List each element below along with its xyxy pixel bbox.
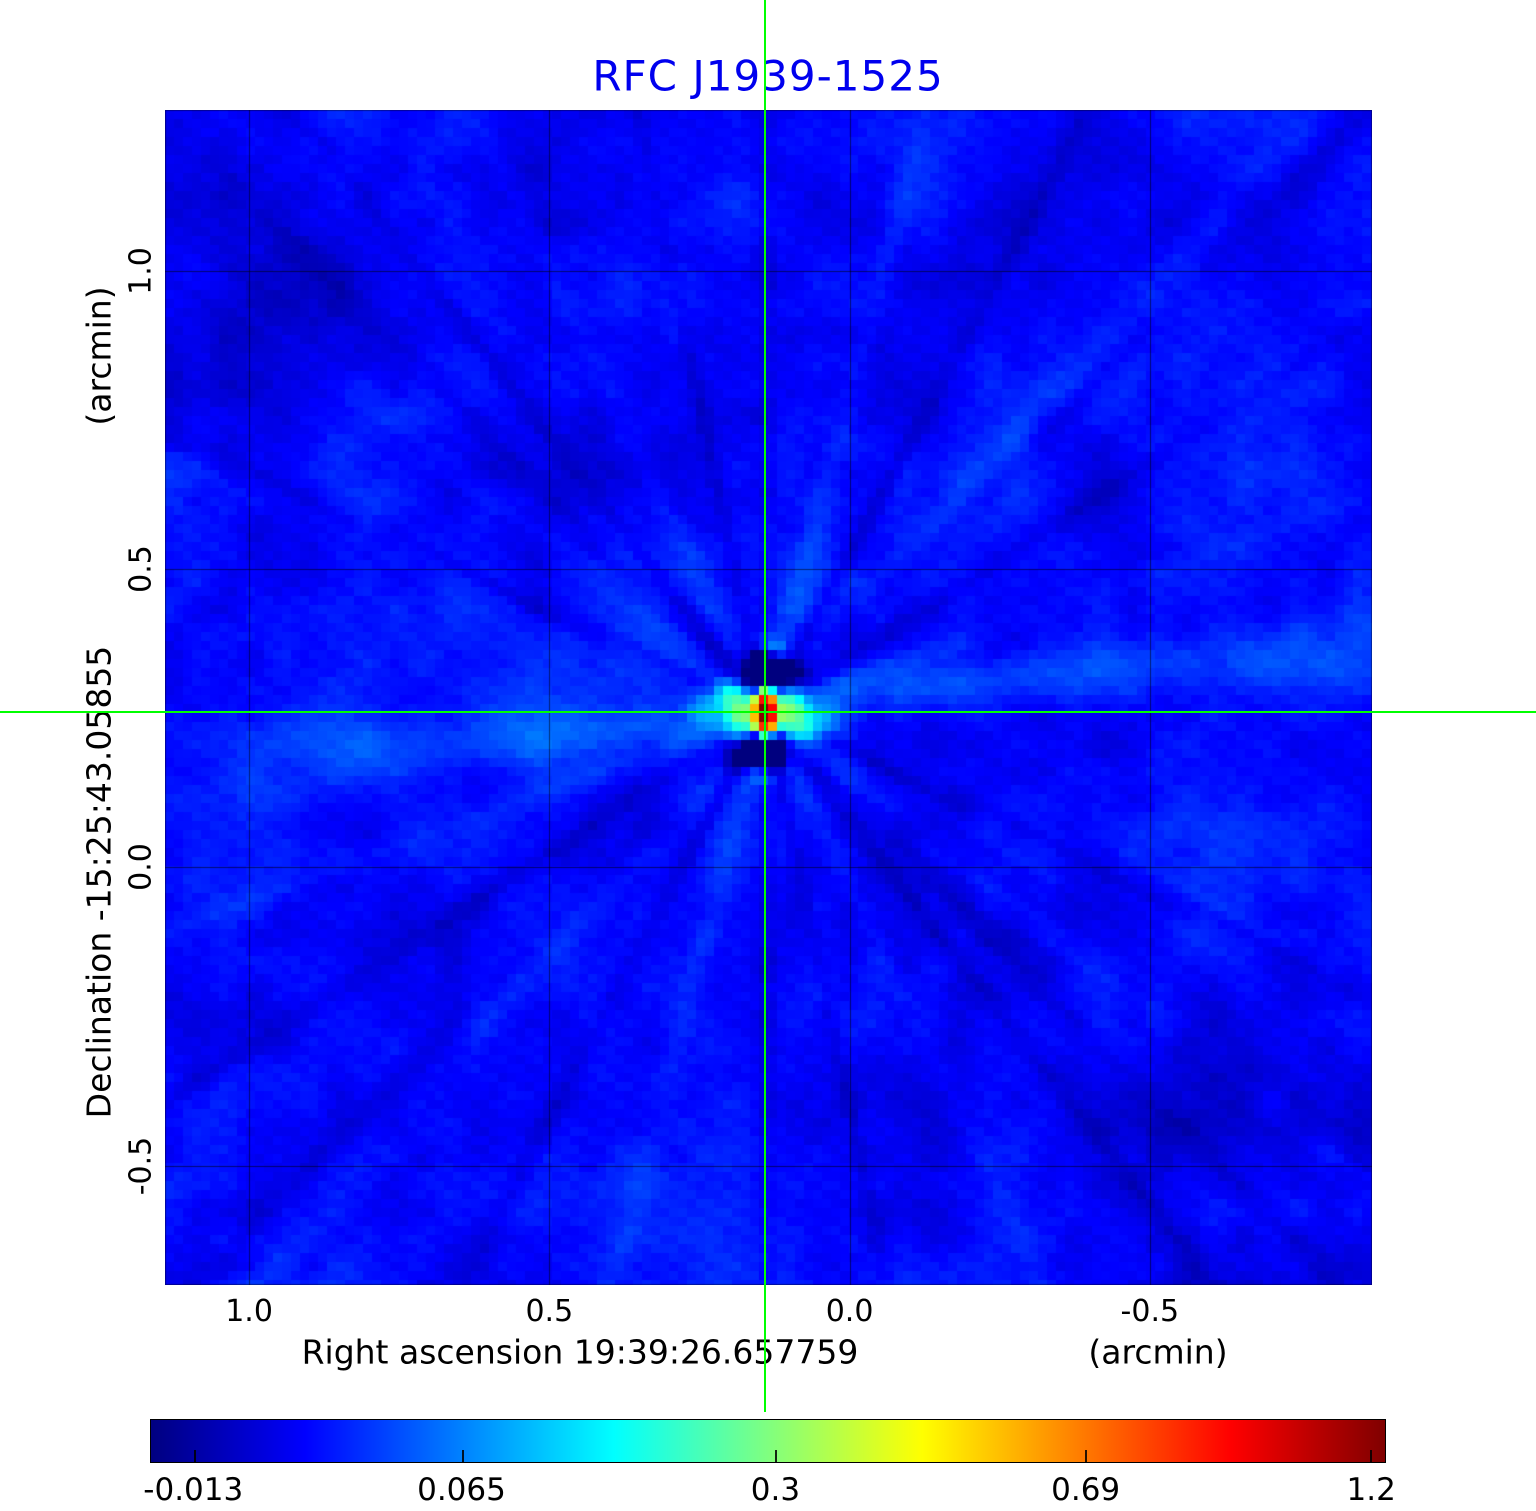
x-axis-label: Right ascension 19:39:26.657759 [301,1332,859,1372]
sky-map-canvas [165,110,1372,1285]
y-axis-unit: (arcmin) [79,286,119,426]
y-tick-label: 0.0 [123,843,159,892]
crosshair-vertical-line [764,0,767,1412]
colorbar-tick-mark [461,1450,464,1462]
x-tick-label: 1.0 [225,1294,273,1329]
y-tick-label: -0.5 [123,1136,159,1195]
colorbar-tick-label: 0.69 [1051,1472,1121,1508]
colorbar-tick-label: 0.3 [750,1472,801,1508]
colorbar-tick-mark [194,1450,197,1462]
colorbar-tick-label: 1.2 [1346,1472,1396,1508]
y-axis-label: Declination -15:25:43.05855 [79,645,119,1119]
crosshair-horizontal-line [0,711,1536,714]
x-tick-label: 0.5 [525,1294,574,1329]
plot-title: RFC J1939-1525 [592,51,944,101]
colorbar-tick-label: -0.013 [143,1472,244,1508]
x-axis-unit: (arcmin) [1088,1332,1228,1372]
y-tick-label: 1.0 [123,247,159,295]
colorbar-tick-label: 0.065 [417,1472,506,1508]
colorbar-tick-mark [1370,1450,1373,1462]
colorbar [150,1419,1386,1463]
x-tick-label: 0.0 [825,1294,874,1329]
colorbar-tick-mark [1085,1450,1088,1462]
x-tick-label: -0.5 [1120,1294,1180,1329]
y-tick-label: 0.5 [123,545,159,594]
colorbar-tick-mark [775,1450,778,1462]
